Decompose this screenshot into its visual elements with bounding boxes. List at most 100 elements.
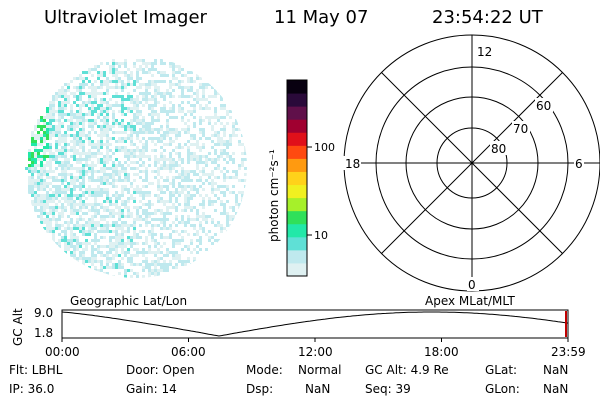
uv-pixel <box>31 158 34 161</box>
info-mode-label: Mode: <box>246 363 283 377</box>
uv-pixel <box>223 125 226 128</box>
uv-pixel <box>34 143 37 146</box>
uv-pixel <box>169 161 172 164</box>
info-dsp-value: NaN <box>305 382 331 396</box>
uv-pixel <box>67 221 70 224</box>
uv-pixel <box>178 95 181 98</box>
uv-pixel <box>172 176 175 179</box>
uv-pixel <box>109 158 112 161</box>
orbit-left-title: Geographic Lat/Lon <box>70 294 188 308</box>
uv-pixel <box>187 110 190 113</box>
uv-pixel <box>121 194 124 197</box>
uv-pixel <box>46 170 49 173</box>
uv-pixel <box>124 251 127 254</box>
uv-pixel <box>151 230 154 233</box>
uv-pixel <box>115 92 118 95</box>
uv-pixel <box>82 131 85 134</box>
uv-pixel <box>109 80 112 83</box>
uv-pixel <box>106 122 109 125</box>
uv-pixel <box>118 215 121 218</box>
uv-pixel <box>163 158 166 161</box>
uv-pixel <box>118 86 121 89</box>
uv-pixel <box>100 254 103 257</box>
uv-pixel <box>223 185 226 188</box>
uv-pixel <box>55 128 58 131</box>
uv-pixel <box>154 80 157 83</box>
uv-pixel <box>64 164 67 167</box>
uv-pixel <box>31 191 34 194</box>
uv-pixel <box>70 197 73 200</box>
uv-pixel <box>109 239 112 242</box>
uv-pixel <box>166 269 169 272</box>
uv-pixel <box>46 116 49 119</box>
uv-pixel <box>100 83 103 86</box>
uv-pixel <box>217 143 220 146</box>
uv-pixel <box>145 83 148 86</box>
uv-pixel <box>160 140 163 143</box>
uv-pixel <box>121 122 124 125</box>
uv-pixel <box>106 251 109 254</box>
uv-pixel <box>97 212 100 215</box>
uv-pixel <box>172 128 175 131</box>
uv-pixel <box>190 134 193 137</box>
uv-pixel <box>163 224 166 227</box>
uv-pixel <box>82 149 85 152</box>
uv-pixel <box>181 119 184 122</box>
uv-pixel <box>85 233 88 236</box>
uv-pixel <box>130 95 133 98</box>
uv-pixel <box>52 158 55 161</box>
uv-pixel <box>103 134 106 137</box>
uv-pixel <box>103 71 106 74</box>
uv-pixel <box>181 221 184 224</box>
uv-pixel <box>43 203 46 206</box>
uv-pixel <box>205 221 208 224</box>
uv-pixel <box>226 143 229 146</box>
uv-pixel <box>193 134 196 137</box>
uv-pixel <box>70 122 73 125</box>
uv-pixel <box>148 80 151 83</box>
uv-pixel <box>91 113 94 116</box>
uv-pixel <box>148 212 151 215</box>
uv-pixel <box>154 218 157 221</box>
uv-pixel <box>163 80 166 83</box>
uv-pixel <box>238 179 241 182</box>
uv-pixel <box>79 92 82 95</box>
uv-pixel <box>151 260 154 263</box>
uv-pixel <box>145 62 148 65</box>
uv-pixel <box>172 185 175 188</box>
uv-pixel <box>199 203 202 206</box>
uv-pixel <box>58 92 61 95</box>
uv-pixel <box>112 80 115 83</box>
uv-pixel <box>136 191 139 194</box>
uv-pixel <box>136 101 139 104</box>
uv-pixel <box>184 197 187 200</box>
uv-pixel <box>202 92 205 95</box>
uv-pixel <box>124 86 127 89</box>
uv-pixel <box>121 164 124 167</box>
uv-pixel <box>70 251 73 254</box>
uv-pixel <box>217 137 220 140</box>
uv-pixel <box>217 164 220 167</box>
uv-pixel <box>67 128 70 131</box>
uv-pixel <box>88 107 91 110</box>
uv-pixel <box>109 65 112 68</box>
uv-pixel <box>184 179 187 182</box>
uv-pixel <box>160 125 163 128</box>
uv-pixel <box>106 110 109 113</box>
uv-pixel <box>148 215 151 218</box>
uv-pixel <box>157 128 160 131</box>
uv-pixel <box>169 158 172 161</box>
uv-pixel <box>58 224 61 227</box>
uv-pixel <box>79 131 82 134</box>
uv-pixel <box>79 83 82 86</box>
uv-pixel <box>55 188 58 191</box>
uv-pixel <box>187 128 190 131</box>
uv-pixel <box>103 209 106 212</box>
uv-pixel <box>73 116 76 119</box>
uv-pixel <box>157 188 160 191</box>
uv-pixel <box>94 257 97 260</box>
uv-pixel <box>205 116 208 119</box>
uv-pixel <box>169 116 172 119</box>
uv-pixel <box>43 131 46 134</box>
uv-pixel <box>88 86 91 89</box>
